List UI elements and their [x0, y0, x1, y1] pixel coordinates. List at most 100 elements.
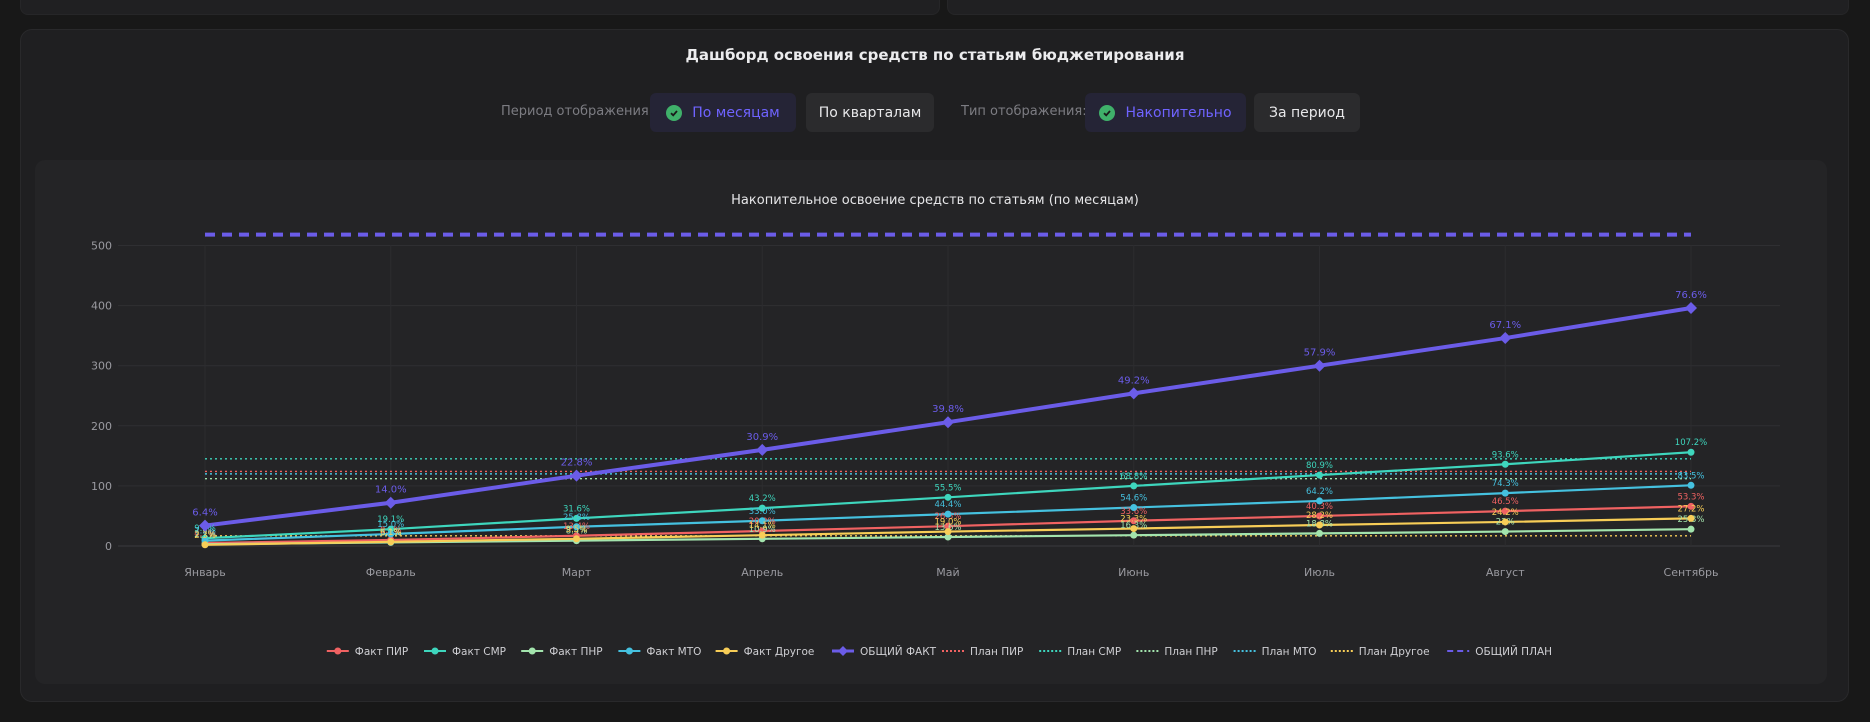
x-tick-label: Сентябрь — [1664, 566, 1719, 579]
data-label: 39.8% — [932, 404, 964, 415]
legend-label: ОБЩИЙ ПЛАН — [1475, 645, 1552, 658]
data-label: 27.2% — [1677, 504, 1704, 514]
x-tick-label: Июнь — [1118, 566, 1149, 579]
x-tick-label: Август — [1486, 566, 1525, 579]
type-cumulative-button[interactable]: Накопительно — [1085, 93, 1246, 132]
data-label: 14.1% — [749, 521, 776, 531]
legend-label: План ПНР — [1164, 646, 1217, 658]
x-tick-label: Июль — [1304, 566, 1335, 579]
legend-item: План СМР — [1039, 646, 1121, 658]
data-point-marker — [1130, 504, 1138, 512]
check-icon — [666, 104, 683, 121]
data-label: 83.5% — [1677, 471, 1704, 481]
legend-swatch-marker — [838, 646, 848, 656]
data-label: 2.7% — [194, 530, 216, 540]
data-label: 7.2% — [194, 527, 216, 537]
data-label: 33.0% — [749, 507, 776, 517]
data-point-marker — [573, 523, 580, 531]
data-point-marker — [1130, 482, 1138, 490]
period-months-button[interactable]: По месяцам — [650, 93, 796, 132]
legend-label: Факт ПИР — [355, 646, 408, 658]
data-point-marker — [1687, 514, 1695, 522]
data-point-marker — [573, 535, 580, 543]
chart-card — [35, 160, 1827, 684]
data-label: 76.6% — [1675, 290, 1707, 301]
data-label: 23.3% — [1120, 515, 1147, 525]
data-label: 4.1% — [194, 529, 216, 539]
dashboard-title: Дашборд освоения средств по статьям бюдж… — [685, 46, 1185, 64]
legend-item: Факт СМР — [424, 646, 506, 658]
data-label: 31.6% — [563, 504, 590, 514]
x-tick-label: Апрель — [741, 566, 783, 579]
legend-item: План ПНР — [1136, 646, 1218, 658]
data-point-marker — [758, 531, 766, 539]
data-point-marker — [1501, 460, 1509, 468]
x-tick-label: Май — [936, 566, 959, 579]
type-period-button[interactable]: За период — [1254, 93, 1360, 132]
top-panel-stub-right — [947, 0, 1849, 15]
period-quarters-button[interactable]: По кварталам — [806, 93, 934, 132]
data-label: 22.8% — [561, 458, 593, 469]
data-point-marker — [1501, 507, 1509, 515]
legend-label: План Другое — [1359, 646, 1430, 658]
data-point-marker — [1130, 525, 1138, 533]
y-tick-label: 500 — [91, 240, 112, 253]
top-panel-stub-left — [20, 0, 940, 15]
legend-label: План МТО — [1262, 646, 1317, 658]
x-tick-label: Март — [562, 566, 592, 579]
data-point-marker — [1687, 525, 1695, 533]
type-cumulative-label: Накопительно — [1125, 104, 1232, 121]
data-label: 93.6% — [1492, 450, 1519, 460]
data-point-marker — [1313, 359, 1326, 372]
data-point-marker — [1687, 481, 1695, 489]
data-point-marker — [1130, 517, 1138, 525]
period-quarters-label: По кварталам — [818, 104, 922, 121]
data-point-marker — [756, 443, 769, 456]
period-months-label: По месяцам — [692, 104, 780, 121]
chart-title: Накопительное освоение средств по статья… — [731, 193, 1139, 208]
data-point-marker — [1316, 521, 1323, 529]
data-point-marker — [944, 528, 952, 536]
data-label: 14.0% — [375, 485, 407, 496]
y-tick-label: 300 — [91, 360, 112, 373]
legend-swatch-marker — [528, 647, 536, 655]
legend-swatch-marker — [723, 647, 731, 655]
data-point-marker — [944, 533, 952, 541]
period-filter-label: Период отображения: — [501, 104, 654, 119]
data-label: 28.2% — [1306, 511, 1333, 521]
data-point-marker — [944, 510, 952, 518]
legend-item: План ПИР — [942, 646, 1023, 658]
data-label: 68.8% — [1120, 472, 1147, 482]
data-point-marker — [1316, 497, 1323, 505]
data-label: 46.5% — [1492, 497, 1519, 507]
y-tick-label: 0 — [105, 540, 112, 553]
legend-item: ОБЩИЙ ПЛАН — [1447, 645, 1552, 658]
data-label: 53.3% — [1677, 492, 1704, 502]
data-point-marker — [942, 416, 954, 429]
legend-item: План МТО — [1233, 646, 1317, 658]
y-tick-label: 100 — [91, 480, 112, 493]
legend-swatch-marker — [334, 647, 342, 655]
legend-swatch-marker — [625, 647, 633, 655]
data-point-marker — [1501, 518, 1509, 526]
data-label: 107.2% — [1675, 438, 1707, 448]
x-tick-label: Февраль — [366, 566, 416, 579]
legend-label: Факт ПНР — [549, 646, 602, 658]
data-point-marker — [1499, 332, 1512, 345]
legend-label: План СМР — [1067, 646, 1121, 658]
data-label: 2.3% — [194, 531, 216, 541]
type-filter-label: Тип отображения: — [961, 104, 1087, 119]
data-label: 57.9% — [1304, 348, 1336, 359]
data-label: 33.6% — [1120, 507, 1147, 517]
data-label: 55.5% — [934, 483, 961, 493]
data-point-marker — [1501, 528, 1509, 536]
y-tick-label: 200 — [91, 420, 112, 433]
data-point-marker — [570, 469, 583, 482]
data-label: 74.3% — [1492, 479, 1519, 489]
data-label: 24.2% — [1492, 508, 1519, 518]
check-icon — [1099, 104, 1116, 121]
legend-swatch-marker — [431, 647, 439, 655]
data-label: 40.3% — [1306, 502, 1333, 512]
data-label: 6.1% — [380, 528, 402, 538]
data-point-marker — [573, 514, 580, 522]
